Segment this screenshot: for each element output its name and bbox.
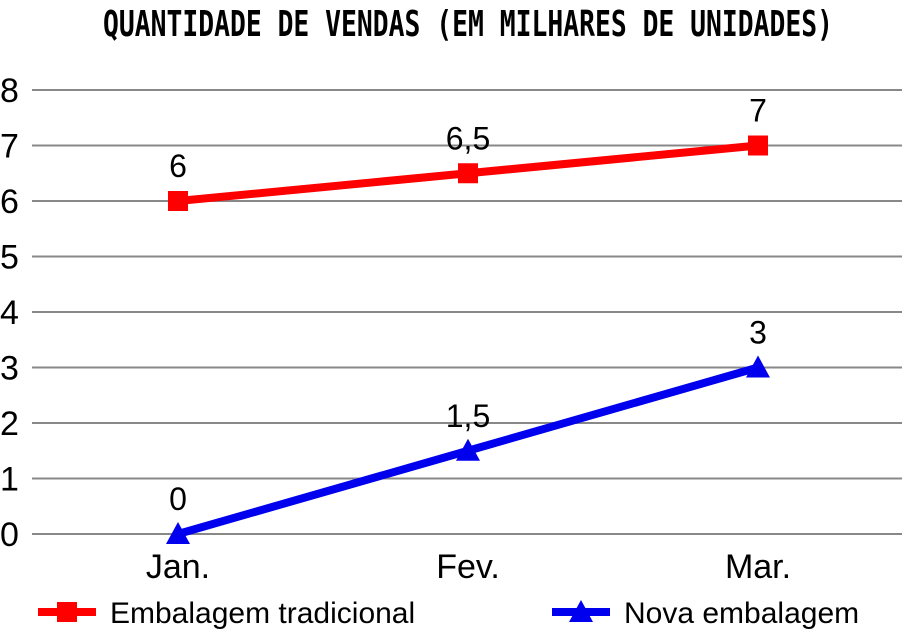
data-label: 6 bbox=[169, 148, 187, 184]
legend-label: Embalagem tradicional bbox=[110, 597, 415, 630]
legend-item-0: Embalagem tradicional bbox=[38, 597, 415, 630]
data-label: 6,5 bbox=[446, 120, 490, 156]
legend: Embalagem tradicional Nova embalagem bbox=[38, 597, 859, 630]
chart-title: QUANTIDADE DE VENDAS (EM MILHARES DE UNI… bbox=[103, 4, 833, 45]
y-tick-label: 0 bbox=[0, 516, 19, 554]
data-point bbox=[748, 135, 768, 156]
legend-item-1: Nova embalagem bbox=[552, 597, 859, 630]
data-point bbox=[746, 355, 770, 378]
y-axis-ticks: 0 1 2 3 4 5 6 7 8 bbox=[0, 72, 19, 554]
y-tick-label: 7 bbox=[0, 128, 19, 166]
x-tick-label: Jan. bbox=[146, 548, 210, 586]
legend-marker bbox=[569, 600, 593, 622]
y-tick-label: 5 bbox=[0, 239, 19, 277]
x-axis-ticks: Jan. Fev. Mar. bbox=[146, 548, 791, 586]
series-0: 66,57 bbox=[168, 93, 768, 211]
data-label: 3 bbox=[749, 315, 767, 351]
gridlines bbox=[32, 89, 902, 535]
series-1: 01,53 bbox=[166, 315, 770, 544]
data-label: 1,5 bbox=[446, 398, 490, 434]
y-tick-label: 8 bbox=[0, 72, 19, 110]
y-tick-label: 4 bbox=[0, 294, 19, 332]
y-tick-label: 6 bbox=[0, 183, 19, 221]
legend-marker bbox=[57, 602, 77, 622]
data-label: 0 bbox=[169, 481, 187, 517]
y-tick-label: 1 bbox=[0, 461, 19, 499]
data-point bbox=[458, 163, 478, 184]
legend-label: Nova embalagem bbox=[624, 597, 859, 630]
data-point bbox=[456, 438, 480, 461]
y-tick-label: 3 bbox=[0, 350, 19, 388]
data-label: 7 bbox=[749, 93, 767, 129]
x-tick-label: Fev. bbox=[436, 548, 500, 586]
data-point bbox=[168, 191, 188, 211]
y-tick-label: 2 bbox=[0, 405, 19, 443]
x-tick-label: Mar. bbox=[725, 548, 791, 586]
data-point bbox=[166, 522, 190, 544]
